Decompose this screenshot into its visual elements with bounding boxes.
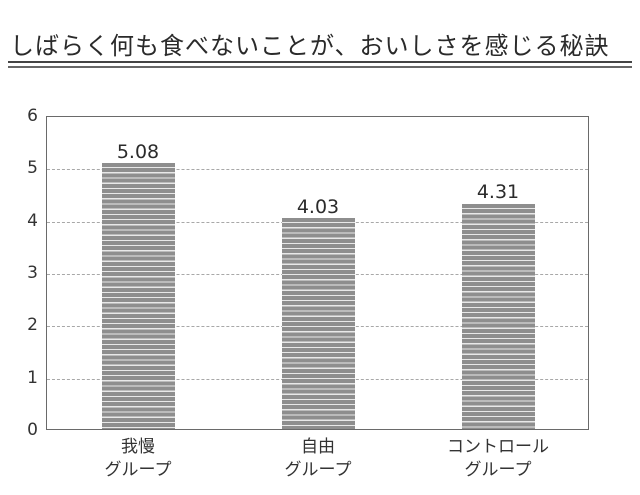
x-label-gaman: 我慢 グループ [63, 436, 213, 482]
x-label-line1: 自由 [301, 437, 335, 457]
y-tick-5: 5 [27, 158, 38, 179]
gridline-5 [47, 169, 588, 171]
chart-title: しばらく何も食べないことが、おいしさを感じる秘訣 [10, 32, 610, 60]
x-label-line2: グループ [284, 460, 352, 480]
title-underline-top [8, 61, 632, 63]
x-label-line2: グループ [464, 460, 532, 480]
bar-value-label-gaman: 5.08 [116, 141, 160, 163]
x-label-line1: 我慢 [121, 437, 155, 457]
bar-gaman [102, 163, 175, 429]
y-tick-6: 6 [27, 106, 38, 126]
x-label-control: コントロール グループ [423, 436, 573, 482]
bar-value-label-control: 4.31 [476, 181, 520, 203]
y-tick-1: 1 [27, 367, 38, 388]
title-underline-bottom [8, 66, 632, 68]
y-tick-3: 3 [27, 263, 38, 283]
bar-jiyuu [282, 218, 355, 429]
y-tick-0: 0 [27, 420, 38, 440]
bar-control [462, 203, 535, 429]
y-tick-4: 4 [27, 210, 38, 231]
y-tick-2: 2 [27, 315, 38, 336]
x-label-jiyuu: 自由 グループ [243, 436, 393, 482]
x-label-line2: グループ [104, 460, 172, 480]
bar-value-label-jiyuu: 4.03 [296, 196, 340, 218]
x-label-line1: コントロール [447, 437, 549, 457]
plot-area [46, 116, 589, 430]
